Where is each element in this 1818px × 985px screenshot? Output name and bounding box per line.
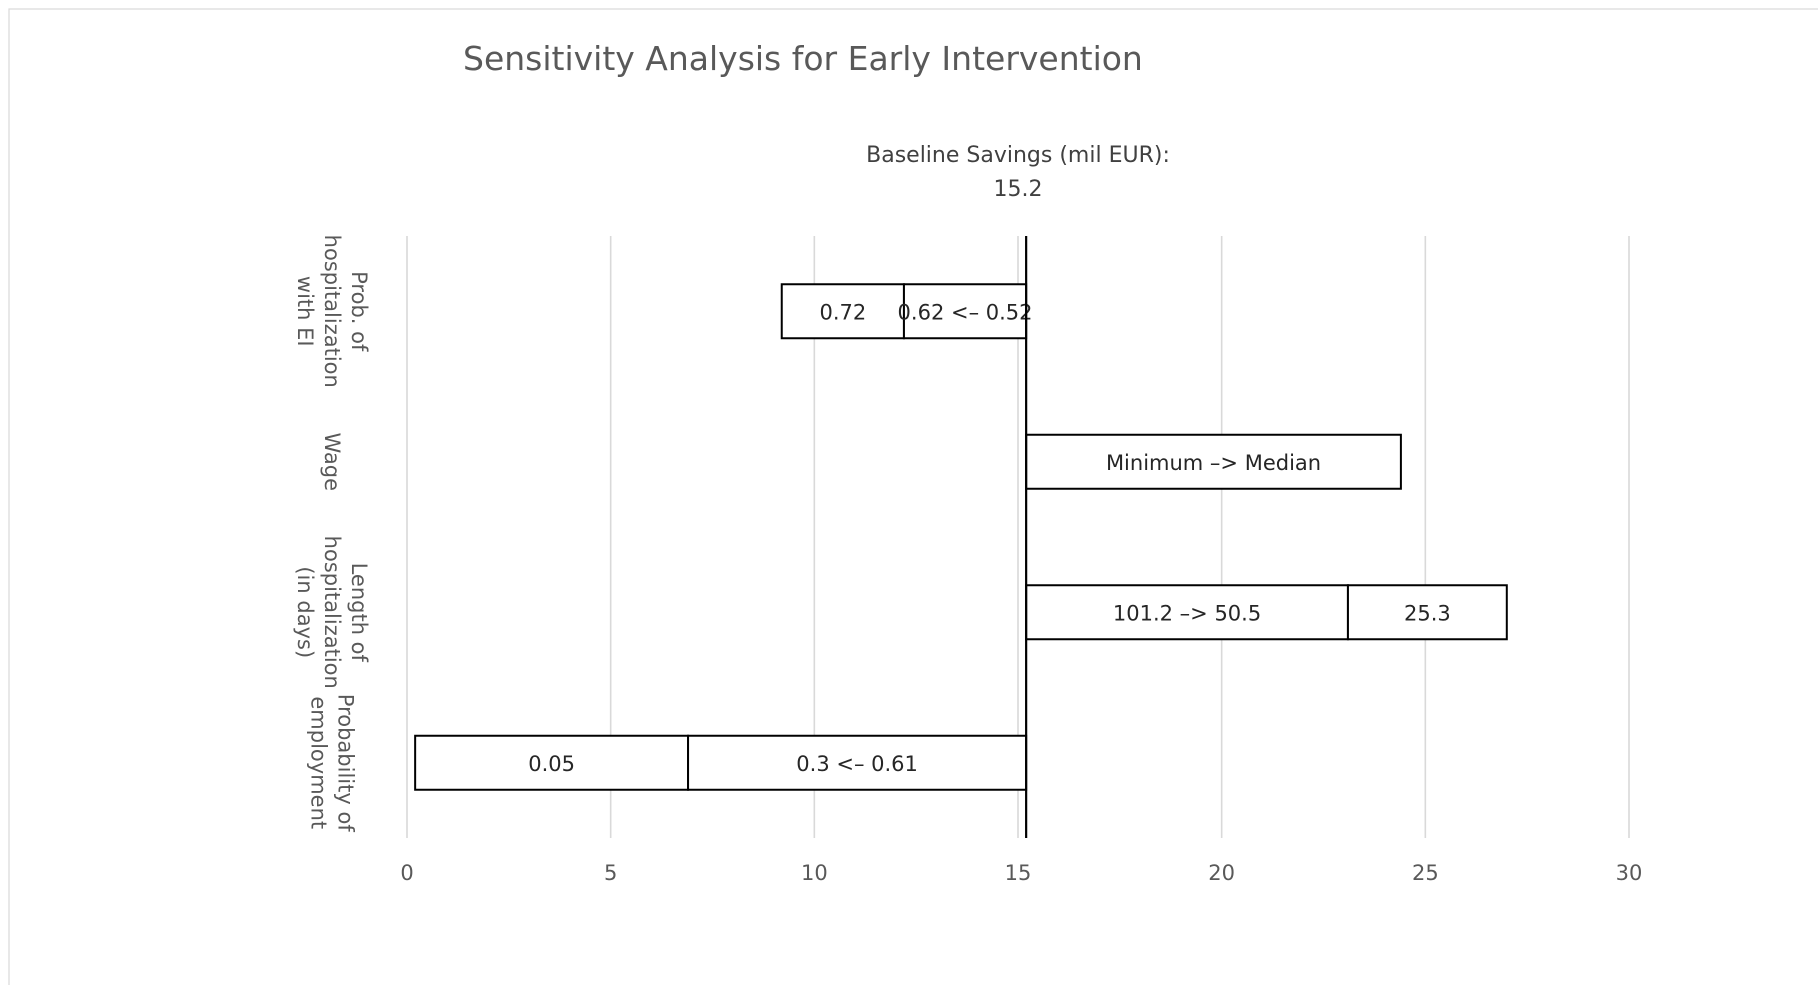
bar-segment-0-1 [902,283,1028,340]
category-label-line-2-0: Length of [347,563,371,663]
category-label-line-2-1: hospitalization [320,536,344,689]
bar-label-3-0: 0.05 [528,752,575,776]
chart-frame [8,8,1818,985]
category-label-1: Wage [320,432,344,491]
category-label-line-2-2: (in days) [293,566,317,658]
x-tick-label-0: 0 [400,861,413,885]
bar-segment-3-0 [414,734,690,791]
bar-label-0-0: 0.72 [819,300,866,324]
x-axis-ticks: 0 5 10 15 20 25 30 [400,861,1642,885]
bar-segment-3-1 [687,734,1028,791]
category-label-line-0-1: hospitalization [320,235,344,388]
x-tick-label-30: 30 [1616,861,1643,885]
baseline-annotation-line1: Baseline Savings (mil EUR): [866,143,1170,168]
category-label-line-3-1: employment [307,696,331,829]
x-tick-label-10: 10 [801,861,828,885]
bar-label-2-0: 101.2 –> 50.5 [1113,601,1261,625]
x-tick-label-5: 5 [604,861,617,885]
category-label-line-3-0: Probability of [334,694,358,833]
bar-segment-2-0 [1025,584,1349,641]
x-tick-label-20: 20 [1208,861,1235,885]
bar-label-2-1: 25.3 [1404,601,1451,625]
x-tick-label-15: 15 [1005,861,1032,885]
baseline-annotation-value: 15.2 [994,177,1043,202]
bar-label-0-1: 0.62 <– 0.52 [898,300,1033,324]
bar-label-3-1: 0.3 <– 0.61 [796,752,918,776]
category-label-line-0-0: Prob. of [347,271,371,352]
chart-title: Sensitivity Analysis for Early Intervent… [463,39,1143,78]
bar-segment-2-1 [1346,584,1508,641]
x-tick-label-25: 25 [1412,861,1439,885]
bars: 0.72 0.62 <– 0.52 Minimum –> Median 101.2 –… [414,283,1508,791]
category-label-line-0-2: with EI [293,276,317,347]
category-label-line-1-0: Wage [320,432,344,491]
bar-label-1-0: Minimum –> Median [1106,451,1321,475]
